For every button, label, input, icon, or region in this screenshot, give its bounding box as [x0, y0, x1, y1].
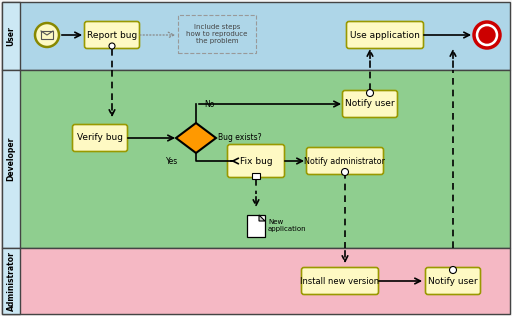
Circle shape: [479, 27, 495, 43]
Polygon shape: [259, 215, 265, 221]
Text: Notify user: Notify user: [428, 276, 478, 285]
FancyBboxPatch shape: [302, 268, 378, 295]
Text: Notify administrator: Notify administrator: [305, 156, 386, 166]
Circle shape: [367, 89, 373, 96]
FancyBboxPatch shape: [41, 31, 53, 39]
Circle shape: [35, 23, 59, 47]
Text: Bug exists?: Bug exists?: [218, 133, 262, 143]
Text: Fix bug: Fix bug: [240, 156, 272, 166]
Text: Yes: Yes: [166, 157, 178, 166]
Text: Developer: Developer: [7, 137, 15, 181]
Circle shape: [342, 168, 349, 175]
FancyBboxPatch shape: [347, 21, 423, 48]
Text: Notify user: Notify user: [345, 100, 395, 108]
FancyBboxPatch shape: [2, 248, 510, 314]
Text: Administrator: Administrator: [7, 251, 15, 311]
Polygon shape: [176, 123, 216, 153]
FancyBboxPatch shape: [252, 173, 260, 179]
FancyBboxPatch shape: [247, 215, 265, 237]
FancyBboxPatch shape: [2, 70, 510, 248]
FancyBboxPatch shape: [227, 144, 285, 178]
Text: No: No: [204, 100, 215, 109]
FancyBboxPatch shape: [425, 268, 480, 295]
FancyBboxPatch shape: [2, 248, 20, 314]
FancyBboxPatch shape: [73, 125, 127, 151]
FancyBboxPatch shape: [2, 2, 20, 70]
FancyBboxPatch shape: [2, 70, 20, 248]
Text: Include steps
how to reproduce
the problem: Include steps how to reproduce the probl…: [186, 24, 248, 44]
Text: New
application: New application: [268, 220, 307, 233]
Circle shape: [450, 266, 457, 274]
FancyBboxPatch shape: [2, 2, 510, 70]
FancyBboxPatch shape: [307, 148, 383, 174]
Circle shape: [109, 43, 115, 49]
Text: Install new version: Install new version: [301, 276, 379, 285]
Text: User: User: [7, 26, 15, 46]
Text: Report bug: Report bug: [87, 31, 137, 40]
Circle shape: [474, 22, 500, 48]
FancyBboxPatch shape: [343, 90, 397, 118]
Text: Verify bug: Verify bug: [77, 133, 123, 143]
Text: Use application: Use application: [350, 31, 420, 40]
FancyBboxPatch shape: [84, 21, 139, 48]
